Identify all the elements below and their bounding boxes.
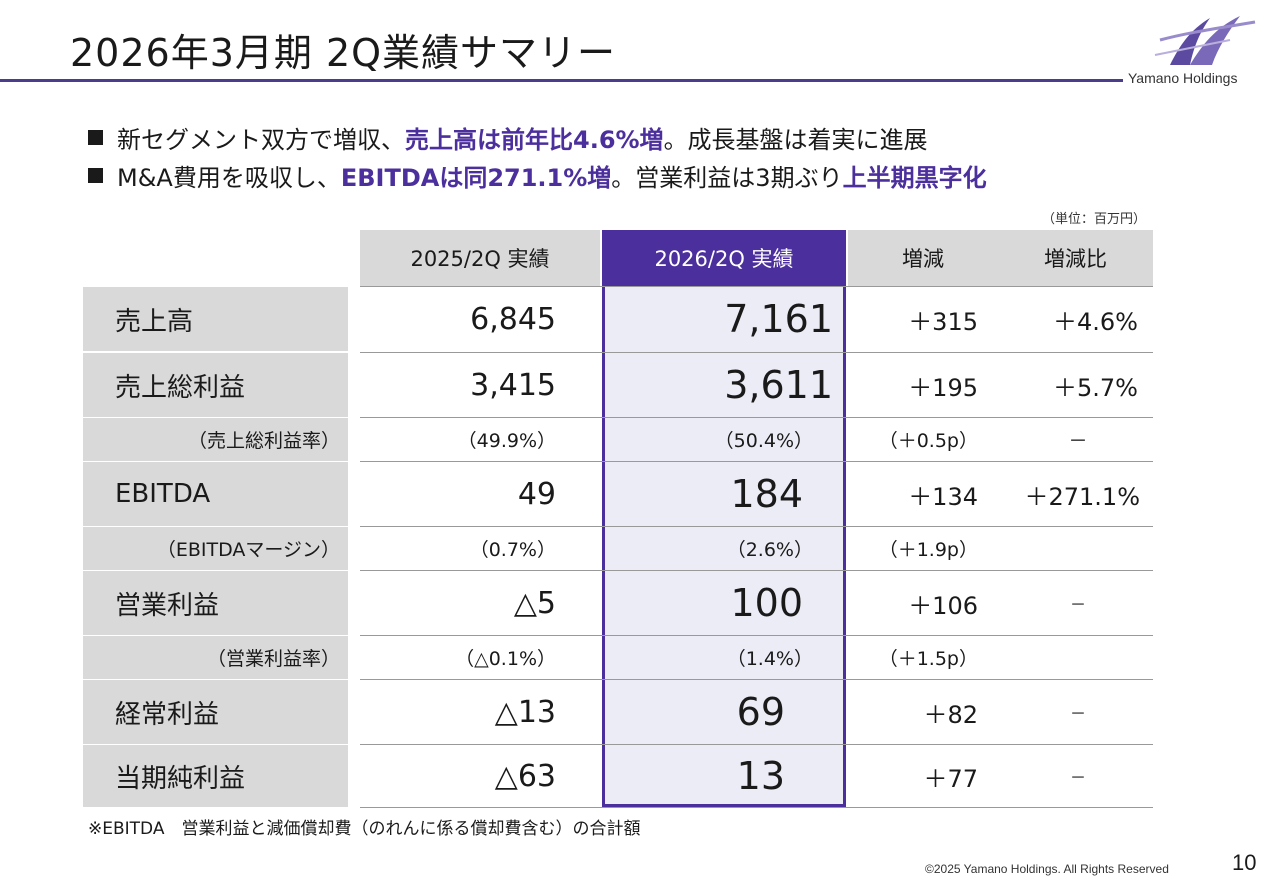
row-label: 売上高 xyxy=(83,287,348,351)
current-period-highlight xyxy=(602,230,846,807)
prev-value: （0.7%） xyxy=(469,539,556,561)
cur-value: 69 xyxy=(736,690,785,734)
diff-value: ＋77 xyxy=(923,764,978,793)
row-label: （営業利益率） xyxy=(83,636,348,679)
prev-value: 6,845 xyxy=(470,301,556,337)
row-divider xyxy=(360,807,1153,808)
prev-value: 49 xyxy=(517,476,556,512)
header-diff: 増減 xyxy=(848,230,998,286)
ratio-value: － xyxy=(1068,430,1088,452)
table-row: （売上総利益率） （49.9%） （50.4%） （＋0.5p） － xyxy=(83,418,1153,461)
ratio-value: ＋4.6% xyxy=(1053,307,1138,336)
cur-value: 7,161 xyxy=(724,297,833,341)
summary-bullets: 新セグメント双方で増収、 売上高は前年比4.6%増 。成長基盤は着実に進展 M&A費… xyxy=(88,118,987,194)
ratio-value xyxy=(998,636,1138,679)
diff-value: （＋1.9p） xyxy=(878,539,978,561)
copyright: ©2025 Yamano Holdings. All Rights Reserv… xyxy=(925,862,1169,876)
table-row: 売上高 6,845 7,161 ＋315 ＋4.6% xyxy=(83,287,1153,351)
row-label: 当期純利益 xyxy=(83,745,348,807)
ratio-value xyxy=(998,527,1138,570)
footnote: ※EBITDA 営業利益と減価償却費（のれんに係る償却費含む）の合計額 xyxy=(88,819,641,839)
cur-value: 3,611 xyxy=(724,363,833,407)
row-label: （売上総利益率） xyxy=(83,418,348,461)
bullet-1-pre: 新セグメント双方で増収、 xyxy=(117,125,405,154)
diff-value: （＋1.5p） xyxy=(878,648,978,670)
row-label: 経常利益 xyxy=(83,680,348,744)
row-divider xyxy=(360,570,1153,571)
prev-value: （49.9%） xyxy=(457,430,556,452)
table-row: 売上総利益 3,415 3,611 ＋195 ＋5.7% xyxy=(83,353,1153,417)
row-divider xyxy=(360,286,1153,287)
header-ratio: 増減比 xyxy=(998,230,1153,286)
row-divider xyxy=(360,417,1153,418)
bullet-square-icon xyxy=(88,167,103,183)
table-row: 当期純利益 △63 13 ＋77 － xyxy=(83,745,1153,807)
unit-note: （単位：百万円） xyxy=(1042,212,1147,227)
bullet-1-highlight: 売上高は前年比4.6%増 xyxy=(405,125,664,154)
ratio-value: ＋271.1% xyxy=(1024,482,1140,511)
cur-value: （1.4%） xyxy=(726,648,813,670)
bullet-1-mid: 。成長基盤は着実に進展 xyxy=(663,125,928,154)
table-row: 営業利益 △5 100 ＋106 － xyxy=(83,571,1153,635)
diff-value: ＋134 xyxy=(908,482,978,511)
row-label: EBITDA xyxy=(83,462,348,526)
bullet-2-mid: 。営業利益は3期ぶり xyxy=(611,163,843,192)
prev-value: （△0.1%） xyxy=(455,648,556,670)
table-row: EBITDA 49 184 ＋134 ＋271.1% xyxy=(83,462,1153,526)
prev-value: △63 xyxy=(494,758,556,794)
cur-value: 184 xyxy=(730,472,803,516)
row-divider xyxy=(360,744,1153,745)
ratio-value: － xyxy=(1069,595,1086,614)
row-label: （EBITDAマージン） xyxy=(83,527,348,570)
bullet-2-highlight-2: 上半期黒字化 xyxy=(842,163,987,192)
logo-text: Yamano Holdings xyxy=(1128,70,1238,86)
table-row: （営業利益率） （△0.1%） （1.4%） （＋1.5p） xyxy=(83,636,1153,679)
diff-value: ＋82 xyxy=(923,700,978,729)
company-logo-icon xyxy=(1154,16,1256,65)
row-divider xyxy=(360,352,1153,353)
bullet-square-icon xyxy=(88,129,103,145)
header-cur: 2026/2Q 実績 xyxy=(602,230,846,286)
bullet-2-highlight-1: EBITDAは同271.1%増 xyxy=(340,163,612,192)
ratio-value: － xyxy=(1069,704,1086,723)
bullet-2: M&A費用を吸収し、 EBITDAは同271.1%増 。営業利益は3期ぶり 上半期黒字… xyxy=(88,156,987,194)
page-number: 10 xyxy=(1232,850,1257,875)
ratio-value: ＋5.7% xyxy=(1053,373,1138,402)
prev-value: △13 xyxy=(494,694,556,730)
diff-value: ＋315 xyxy=(908,307,978,336)
cur-value: 100 xyxy=(730,581,803,625)
cur-value: 13 xyxy=(736,754,785,798)
row-divider xyxy=(360,679,1153,680)
header-prev: 2025/2Q 実績 xyxy=(360,230,600,286)
diff-value: ＋106 xyxy=(908,591,978,620)
page-title: 2026年3月期 2Q業績サマリー xyxy=(70,31,617,75)
table-row: （EBITDAマージン） （0.7%） （2.6%） （＋1.9p） xyxy=(83,527,1153,570)
row-label: 売上総利益 xyxy=(83,353,348,417)
prev-value: △5 xyxy=(513,585,556,621)
diff-value: （＋0.5p） xyxy=(878,430,978,452)
bullet-2-pre: M&A費用を吸収し、 xyxy=(117,163,341,192)
table-row: 経常利益 △13 69 ＋82 － xyxy=(83,680,1153,744)
title-rule xyxy=(0,79,1123,82)
ratio-value: － xyxy=(1069,768,1086,787)
prev-value: 3,415 xyxy=(470,367,556,403)
row-divider xyxy=(360,635,1153,636)
bullet-1: 新セグメント双方で増収、 売上高は前年比4.6%増 。成長基盤は着実に進展 xyxy=(88,118,987,156)
cur-value: （50.4%） xyxy=(714,430,813,452)
cur-value: （2.6%） xyxy=(726,539,813,561)
row-divider xyxy=(360,526,1153,527)
diff-value: ＋195 xyxy=(908,373,978,402)
row-divider xyxy=(360,461,1153,462)
row-label: 営業利益 xyxy=(83,571,348,635)
